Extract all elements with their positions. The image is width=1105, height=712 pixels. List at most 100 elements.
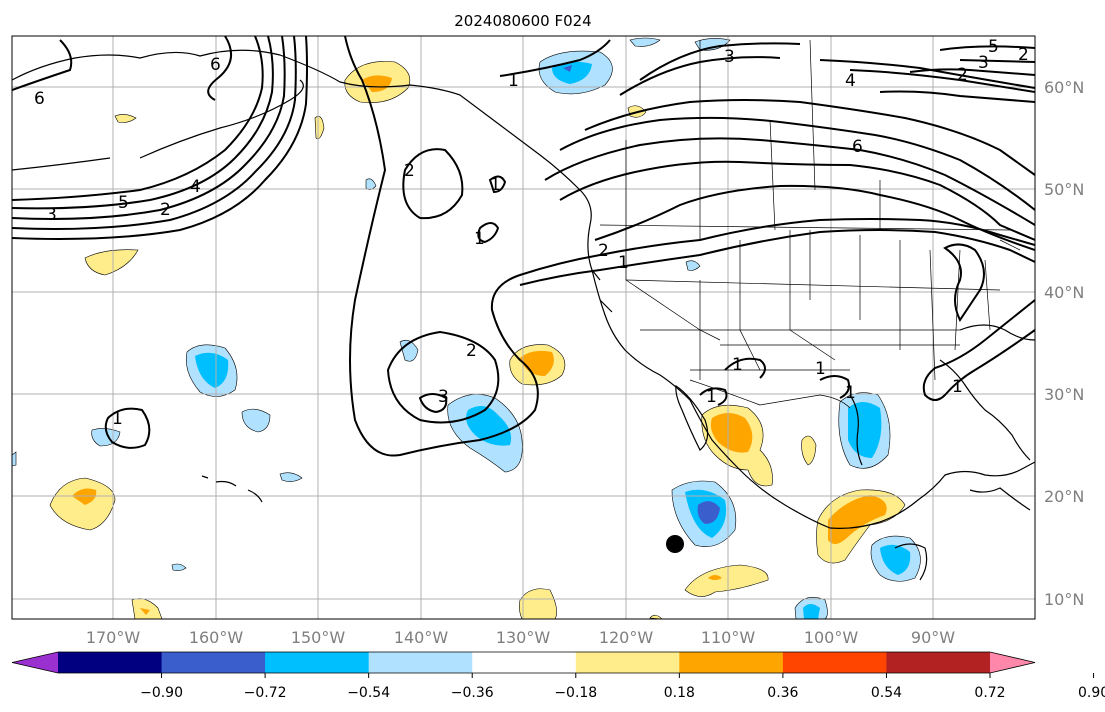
lon-label: 130°W <box>496 628 551 647</box>
contour-label: 1 <box>845 383 856 403</box>
contour-label: 2 <box>957 65 968 85</box>
lat-label: 40°N <box>1044 283 1084 302</box>
lon-label: 150°W <box>291 628 346 647</box>
contour-label: 1 <box>490 175 501 195</box>
colorbar-segment <box>575 652 680 673</box>
patch-lightblue <box>279 472 303 482</box>
patch-orange <box>710 413 753 453</box>
contour-label: 6 <box>852 137 863 157</box>
contour-label: 6 <box>210 55 221 75</box>
patch-lightblue <box>241 408 271 433</box>
patch-orange <box>72 488 97 505</box>
colorbar-tick-label: −0.18 <box>554 685 597 701</box>
contour-label: 2 <box>598 241 609 261</box>
lon-labels: 170°W 160°W 150°W 140°W 130°W 120°W 110°… <box>86 628 955 647</box>
colorbar-tick-label: −0.72 <box>244 685 287 701</box>
colorbar-segment <box>782 652 887 673</box>
patch-blue <box>803 604 820 619</box>
colorbar-segment <box>161 652 266 673</box>
patch-yellow <box>114 114 137 123</box>
contour-label: 1 <box>815 359 826 379</box>
colorbar-outline <box>11 651 1036 674</box>
colorbar-extend-high <box>990 652 1035 673</box>
lat-label: 20°N <box>1044 487 1084 506</box>
colorbar-extend-low <box>12 652 58 673</box>
contour-lines <box>12 36 1035 457</box>
colorbar-labels: −0.90 −0.72 −0.54 −0.36 −0.18 0.18 0.36 0.54 0.7… <box>140 673 1105 701</box>
patch-orange <box>828 495 887 544</box>
patch-orange <box>708 575 722 580</box>
contour-label: 1 <box>706 387 717 407</box>
patch-yellow <box>801 435 817 466</box>
patch-purpleblue <box>697 501 720 524</box>
patch-lightblue <box>629 37 661 47</box>
patch-yellow <box>49 477 116 531</box>
colorbar-tick-label: 0.90 <box>1078 685 1105 701</box>
contour-label: 2 <box>466 341 477 361</box>
colorbar-tick-label: 0.18 <box>664 685 695 701</box>
contour-label: 2 <box>404 161 415 181</box>
contour-label: 5 <box>118 193 129 213</box>
coastlines <box>12 49 1035 581</box>
contour-label: 1 <box>474 229 485 249</box>
colorbar-segment <box>368 652 473 673</box>
lat-label: 30°N <box>1044 385 1084 404</box>
patch-blue <box>552 61 592 84</box>
colorbar <box>11 651 1036 674</box>
contour-label: 5 <box>988 37 999 57</box>
lon-label: 170°W <box>86 628 141 647</box>
lat-label: 50°N <box>1044 180 1084 199</box>
contour-label: 3 <box>46 205 57 225</box>
patch-lightblue <box>685 260 701 271</box>
patch-lightblue <box>171 563 187 571</box>
colorbar-tick-label: 0.54 <box>871 685 902 701</box>
contour-label: 6 <box>34 89 45 109</box>
patch-blue <box>880 544 911 575</box>
contour-label: 4 <box>845 71 856 91</box>
patch-orange <box>140 608 150 615</box>
lon-label: 120°W <box>599 628 654 647</box>
colorbar-tick-label: −0.54 <box>347 685 390 701</box>
patch-lightblue <box>12 451 17 467</box>
contour-label: 3 <box>724 47 735 67</box>
colorbar-segment <box>265 652 370 673</box>
colorbar-tick-label: 0.36 <box>767 685 798 701</box>
contour-label: 1 <box>618 253 629 273</box>
colorbar-segment <box>58 652 163 673</box>
lon-label: 160°W <box>189 628 244 647</box>
colorbar-tick-label: 0.72 <box>974 685 1005 701</box>
contour-label: 4 <box>190 177 201 197</box>
patch-blue <box>848 402 882 458</box>
patch-blue <box>195 352 229 388</box>
contour-label: 1 <box>508 71 519 91</box>
patch-blue <box>466 406 512 446</box>
patch-yellow <box>84 249 139 276</box>
colorbar-tick-label: −0.90 <box>140 685 183 701</box>
contour-label: 2 <box>1018 45 1029 65</box>
patch-yellow <box>684 564 769 597</box>
patch-lightblue <box>694 38 731 51</box>
lon-label: 90°W <box>911 628 955 647</box>
colorbar-segment <box>886 652 991 673</box>
lat-labels: 60°N 50°N 40°N 30°N 20°N 10°N <box>1044 78 1084 609</box>
lon-label: 100°W <box>804 628 859 647</box>
contour-label: 1 <box>732 355 743 375</box>
location-marker <box>666 535 684 553</box>
contour-label: 2 <box>160 200 171 220</box>
colorbar-segment <box>679 652 784 673</box>
map-area: 6 6 4 3 5 2 1 2 1 1 2 3 1 1 2 3 4 5 6 2 … <box>12 36 1035 619</box>
contour-label: 1 <box>952 377 963 397</box>
lat-label: 10°N <box>1044 590 1084 609</box>
contour-label: 1 <box>112 409 123 429</box>
map-frame <box>11 35 1036 620</box>
contour-labels: 6 6 4 3 5 2 1 2 1 1 2 3 1 1 2 3 4 5 6 2 … <box>34 37 1029 429</box>
plot-title: 2024080600 F024 <box>454 12 591 30</box>
lat-label: 60°N <box>1044 78 1084 97</box>
contour-label: 3 <box>438 387 449 407</box>
colorbar-segment <box>472 652 577 673</box>
colorbar-tick-label: −0.36 <box>451 685 494 701</box>
gridlines <box>12 36 1035 619</box>
patch-orange <box>362 75 392 92</box>
patch-yellow <box>519 588 557 619</box>
